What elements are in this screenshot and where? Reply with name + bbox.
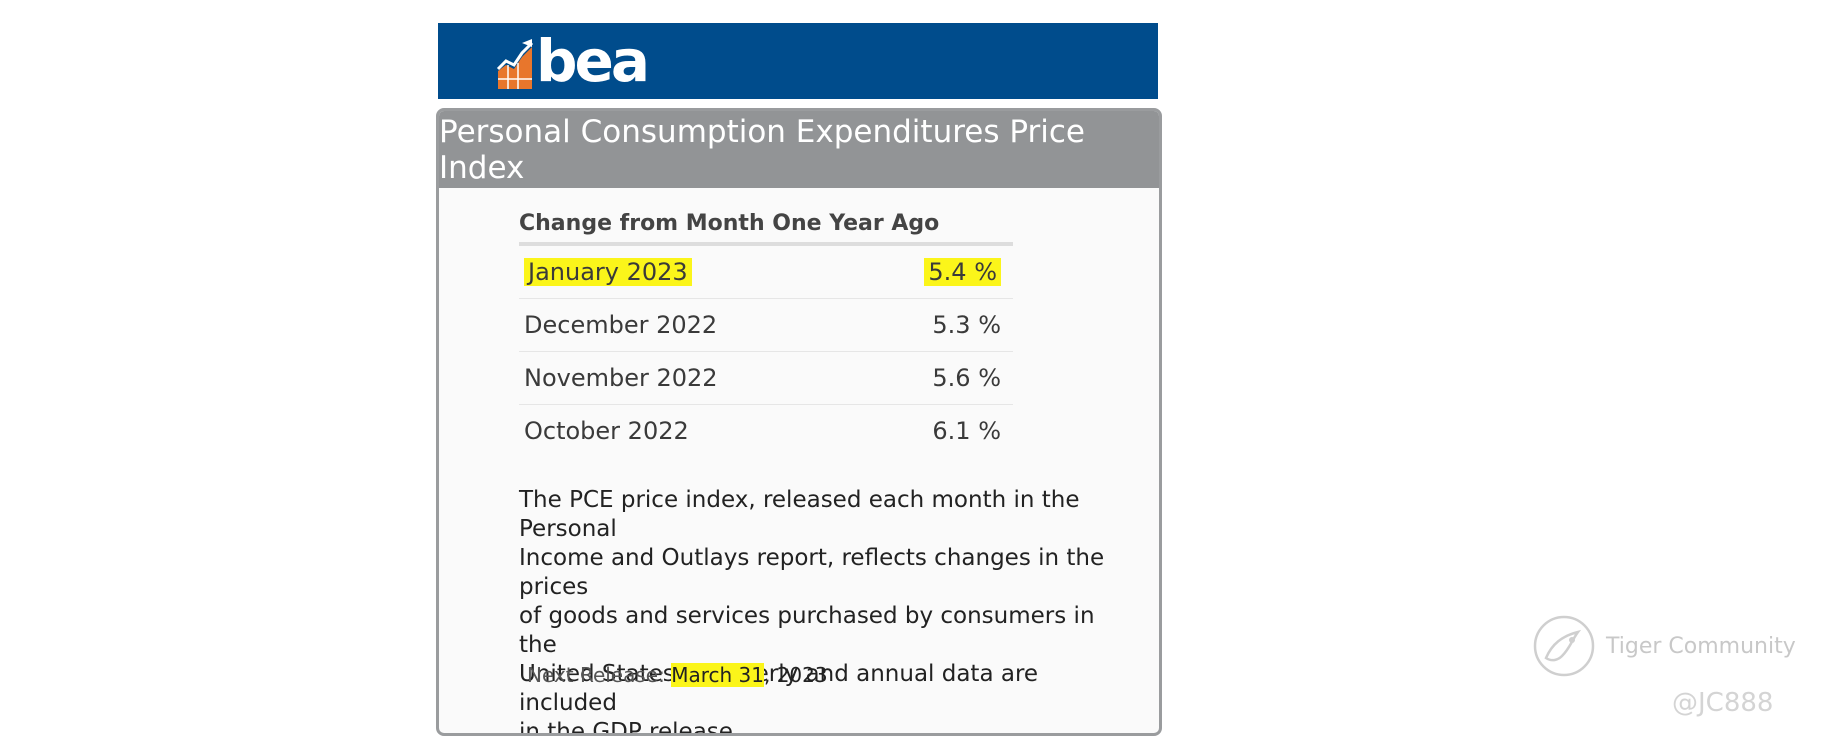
bea-logo-text: bea [536,27,650,95]
pce-table: Change from Month One Year Ago January 2… [519,211,1013,457]
next-release-label: Next Release: [527,663,672,687]
table-row: October 2022 6.1 % [519,405,1013,457]
description-line: of goods and services purchased by consu… [519,603,1095,658]
tiger-community-watermark: Tiger Community [1532,614,1796,678]
row-month: December 2022 [524,311,718,339]
row-value: 5.6 % [932,364,1001,392]
table-title: Change from Month One Year Ago [519,211,1013,246]
row-value: 5.3 % [932,311,1001,339]
table-row: January 2023 5.4 % [519,246,1013,299]
pce-description: The PCE price index, released each month… [519,486,1139,736]
card-title: Personal Consumption Expenditures Price … [439,111,1159,188]
watermark-brand: Tiger Community [1606,633,1796,659]
next-release-date-highlight: March 31 [671,663,764,687]
table-row: November 2022 5.6 % [519,352,1013,405]
next-release: Next Release: March 31, 2023 [527,663,828,687]
row-value: 6.1 % [932,417,1001,445]
description-line: United States. Quarterly and annual data… [519,661,1039,716]
row-month: October 2022 [524,417,689,445]
table-row: December 2022 5.3 % [519,299,1013,352]
next-release-date-rest: , 2023 [763,663,828,687]
bea-logo[interactable]: bea [496,27,650,95]
bea-header-bar: bea [438,23,1158,99]
tiger-logo-icon [1533,615,1595,677]
row-month: January 2023 [524,258,692,286]
bea-chart-logo-icon [496,39,534,89]
pce-card: Personal Consumption Expenditures Price … [436,108,1162,736]
description-line: The PCE price index, released each month… [519,487,1080,542]
watermark-user: @JC888 [1672,688,1774,718]
description-line: in the GDP release. [519,719,741,736]
description-line: Income and Outlays report, reflects chan… [519,545,1105,600]
row-value: 5.4 % [924,258,1001,286]
row-month: November 2022 [524,364,718,392]
